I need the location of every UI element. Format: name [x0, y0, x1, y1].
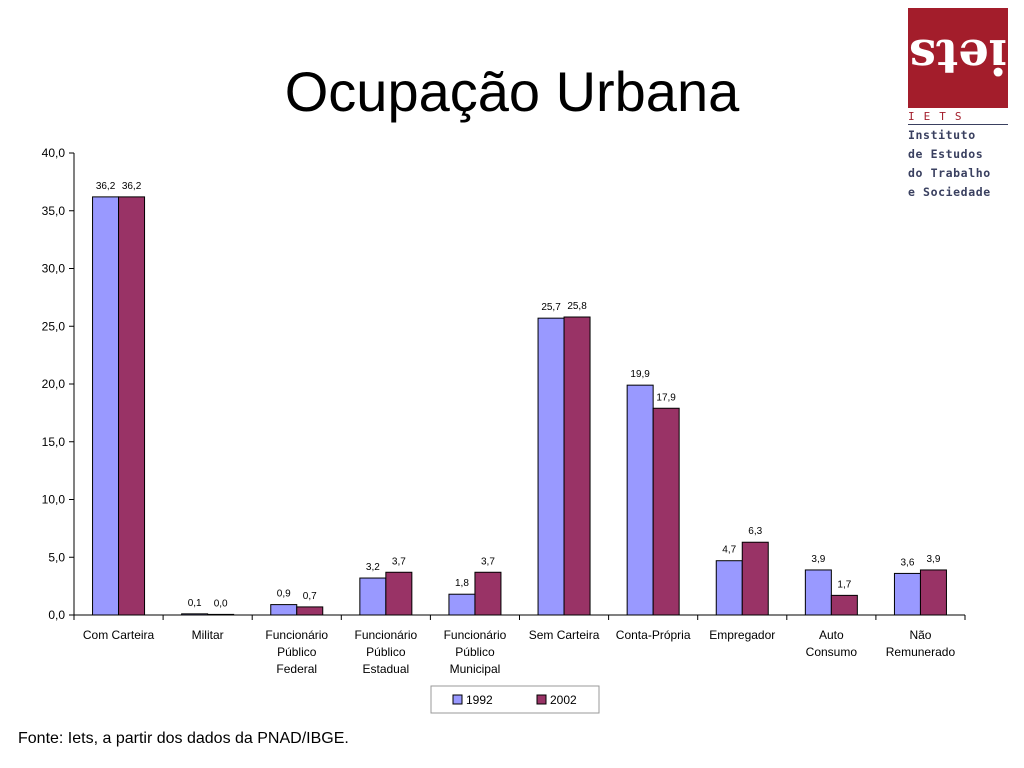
logo-line: e Sociedade	[908, 185, 991, 199]
bar-2002	[652, 407, 680, 616]
x-tick-label-line: Municipal	[450, 662, 501, 676]
data-label: 19,9	[630, 369, 650, 380]
x-tick-label-line: Sem Carteira	[529, 628, 600, 642]
data-label: 3,2	[366, 562, 380, 573]
page-title: Ocupação Urbana	[284, 60, 740, 123]
x-tick-label-line: Auto	[819, 628, 844, 642]
logo-line: do Trabalho	[908, 166, 991, 180]
bar-2002	[830, 594, 858, 616]
y-tick-label: 25,0	[42, 319, 66, 333]
bar-2002	[118, 196, 146, 616]
bar-2002	[741, 541, 769, 616]
data-label: 4,7	[722, 545, 736, 556]
x-tick-label-line: Funcionário	[354, 628, 417, 642]
logo-lines: Instituto de Estudos do Trabalho e Sociedad…	[908, 126, 991, 202]
logo-line: Instituto	[908, 128, 976, 142]
data-label: 25,7	[541, 302, 561, 313]
legend-label: 1992	[466, 693, 493, 707]
legend-swatch	[452, 694, 463, 705]
iets-logo: iets IETS Instituto de Estudos do Trabalho…	[905, 8, 1013, 199]
logo-line: de Estudos	[908, 147, 984, 161]
data-label: 3,7	[481, 556, 495, 567]
bar-1992	[181, 613, 209, 616]
bar-1992	[92, 196, 120, 616]
legend-label: 2002	[550, 693, 577, 707]
data-label: 0,0	[214, 598, 228, 609]
y-tick-label: 15,0	[42, 435, 66, 449]
logo-rule	[908, 124, 1008, 125]
x-tick-label-line: Não	[909, 628, 931, 642]
x-tick-label: Funcionário Público Estadual	[354, 628, 417, 676]
data-label: 1,8	[455, 578, 469, 589]
bar-1992	[626, 384, 654, 616]
x-tick-label: Conta-Própria	[616, 628, 691, 642]
data-label: 6,3	[748, 526, 762, 537]
source-note: Fonte: Iets, a partir dos dados da PNAD/…	[18, 730, 349, 747]
bar-2002	[563, 316, 591, 616]
bar-1992	[893, 572, 921, 616]
x-tick-label-line: Funcionário	[444, 628, 507, 642]
x-tick-label: Empregador	[709, 628, 775, 642]
data-label: 36,2	[96, 181, 116, 192]
x-tick-label-line: Federal	[276, 662, 317, 676]
data-label: 0,7	[303, 591, 317, 602]
data-label: 3,6	[900, 557, 914, 568]
x-tick-label: Funcionário Público Federal	[265, 628, 328, 676]
x-tick-label-line: Funcionário	[265, 628, 328, 642]
data-label: 3,9	[926, 554, 940, 565]
logo-abbreviation: IETS	[908, 110, 971, 123]
data-label: 1,7	[837, 579, 851, 590]
bar-1992	[359, 577, 387, 616]
x-tick-label-line: Estadual	[362, 662, 409, 676]
y-tick-label: 30,0	[42, 262, 66, 276]
x-tick-label-line: Público	[277, 645, 317, 659]
x-tick-label: Auto Consumo	[806, 628, 858, 659]
bar-1992	[537, 317, 565, 616]
bar-1992	[715, 560, 743, 616]
legend-swatch	[536, 694, 547, 705]
x-tick-label: Com Carteira	[83, 628, 155, 642]
data-label: 3,7	[392, 556, 406, 567]
y-tick-label: 5,0	[48, 550, 65, 564]
y-tick-label: 20,0	[42, 377, 66, 391]
logo-mark-text: iets	[909, 28, 1007, 84]
bar-2002	[385, 571, 413, 616]
y-tick-label: 40,0	[42, 146, 66, 160]
bar-2002	[919, 569, 947, 616]
y-tick-label: 35,0	[42, 204, 66, 218]
x-tick-label-line: Remunerado	[886, 645, 956, 659]
x-tick-label-line: Público	[366, 645, 406, 659]
bar-2002	[296, 606, 324, 616]
bar-1992	[448, 593, 476, 616]
bar-2002	[207, 613, 235, 616]
bar-1992	[270, 604, 298, 616]
y-tick-label: 10,0	[42, 493, 66, 507]
data-label: 0,1	[188, 598, 202, 609]
data-label: 36,2	[122, 181, 142, 192]
data-label: 3,9	[811, 554, 825, 565]
logo-mark: iets	[908, 8, 1008, 108]
y-tick-label: 0,0	[48, 608, 65, 622]
x-tick-label-line: Público	[455, 645, 495, 659]
bar-2002	[474, 571, 502, 616]
data-label: 17,9	[656, 392, 676, 403]
x-tick-label-line: Conta-Própria	[616, 628, 691, 642]
x-tick-label-line: Militar	[192, 628, 224, 642]
x-tick-label: Militar	[192, 628, 224, 642]
data-label: 0,9	[277, 589, 291, 600]
bar-1992	[804, 569, 832, 616]
x-tick-label: Sem Carteira	[529, 628, 600, 642]
x-tick-label: Não Remunerado	[886, 628, 956, 659]
x-tick-label-line: Consumo	[806, 645, 858, 659]
x-tick-label-line: Com Carteira	[83, 628, 155, 642]
x-tick-label: Funcionário Público Municipal	[444, 628, 507, 676]
data-label: 25,8	[567, 301, 587, 312]
x-tick-label-line: Empregador	[709, 628, 775, 642]
